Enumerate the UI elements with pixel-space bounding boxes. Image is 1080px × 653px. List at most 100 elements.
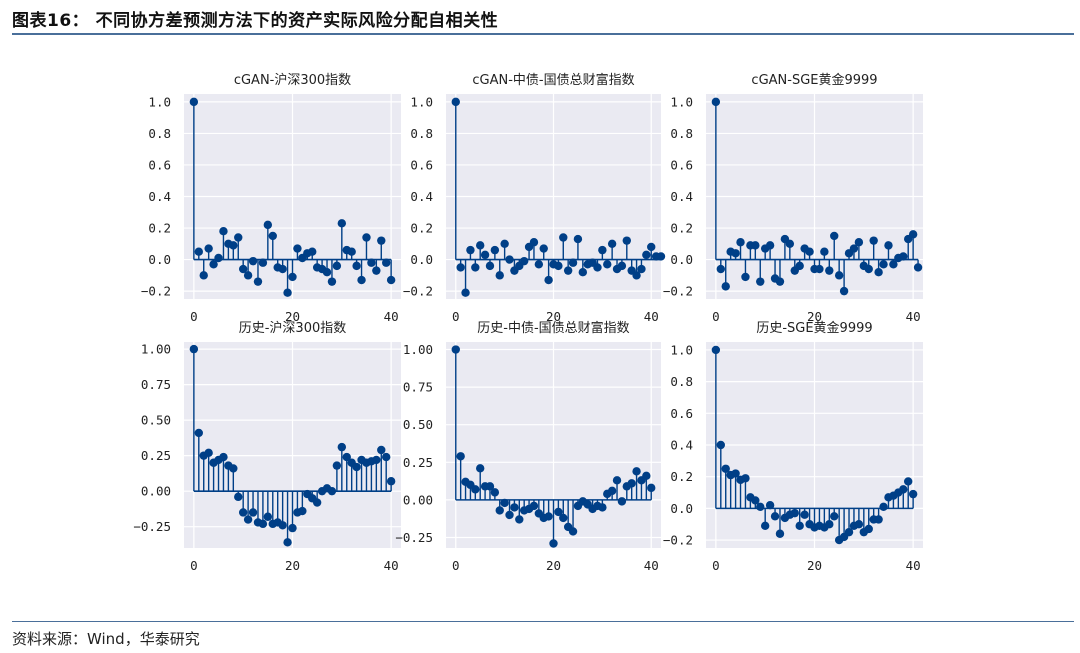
stem-marker bbox=[268, 231, 277, 241]
stem-marker bbox=[495, 506, 504, 515]
x-tick-label: 20 bbox=[807, 309, 822, 324]
y-tick-label: 0.0 bbox=[670, 501, 693, 516]
stem-marker bbox=[461, 288, 470, 297]
y-tick-label: 0.8 bbox=[410, 126, 433, 141]
stem-marker bbox=[500, 498, 509, 508]
y-tick-label: −0.2 bbox=[403, 284, 433, 299]
stem-marker bbox=[500, 239, 509, 249]
stem-marker bbox=[253, 277, 263, 286]
stem-marker bbox=[554, 261, 563, 271]
stem-marker bbox=[874, 515, 883, 524]
stem-marker bbox=[544, 275, 553, 285]
stem-marker bbox=[854, 520, 864, 529]
y-tick-label: 0.75 bbox=[403, 380, 433, 395]
y-tick-label: 0.2 bbox=[410, 221, 433, 236]
y-tick-label: 0.0 bbox=[148, 252, 171, 267]
stem-marker bbox=[372, 455, 381, 465]
y-tick-label: 0.25 bbox=[403, 455, 433, 470]
stem-marker bbox=[308, 247, 317, 256]
y-tick-label: 0.0 bbox=[670, 252, 693, 267]
y-tick-label: 0.50 bbox=[141, 413, 171, 428]
stem-marker bbox=[834, 271, 844, 280]
y-tick-label: 0.8 bbox=[670, 374, 693, 389]
stem-marker bbox=[342, 452, 351, 462]
stem-marker bbox=[711, 97, 721, 107]
stem-marker bbox=[544, 512, 553, 521]
stem-marker bbox=[563, 266, 573, 275]
subplot-title: cGAN-SGE黄金9999 bbox=[751, 72, 877, 88]
x-tick-label: 0 bbox=[452, 309, 460, 324]
stem-marker bbox=[194, 428, 203, 438]
stem-marker bbox=[352, 462, 361, 472]
stem-marker bbox=[505, 255, 514, 264]
stem-marker bbox=[471, 485, 480, 494]
stem-marker bbox=[288, 272, 297, 282]
stem-marker bbox=[884, 241, 893, 250]
stem-marker bbox=[598, 245, 607, 255]
x-tick-label: 0 bbox=[452, 558, 460, 573]
stem-chart-3: cGAN-SGE黄金9999 −0.2 0.0 0.2 0.4 0.6 0.8 1.0 0 20 4… bbox=[663, 72, 923, 324]
stem-marker bbox=[229, 464, 238, 473]
y-tick-label: 0.6 bbox=[410, 157, 433, 172]
figure-title: 图表16： 不同协方差预测方法下的资产实际风险分配自相关性 bbox=[12, 11, 499, 31]
stem-marker bbox=[219, 452, 228, 462]
y-tick-label: 0.00 bbox=[403, 492, 433, 507]
stem-marker bbox=[642, 250, 651, 260]
stem-marker bbox=[386, 275, 396, 285]
x-tick-label: 20 bbox=[285, 558, 300, 573]
x-tick-label: 40 bbox=[906, 558, 921, 573]
stem-marker bbox=[879, 502, 888, 511]
stem-marker bbox=[864, 524, 873, 534]
stem-marker bbox=[519, 256, 529, 266]
stem-marker bbox=[386, 477, 396, 486]
stem-marker bbox=[795, 521, 804, 531]
stem-marker bbox=[194, 247, 203, 256]
stem-marker bbox=[189, 344, 199, 354]
stem-marker bbox=[554, 507, 563, 517]
stem-marker bbox=[243, 515, 253, 524]
stem-marker bbox=[607, 239, 617, 249]
stem-marker bbox=[741, 272, 750, 282]
x-tick-label: 40 bbox=[906, 309, 921, 324]
top-rule bbox=[12, 33, 1074, 35]
stem-marker bbox=[357, 275, 366, 285]
stem-marker bbox=[647, 483, 656, 493]
stem-marker bbox=[637, 264, 646, 274]
y-tick-label: 0.50 bbox=[403, 417, 433, 432]
x-tick-label: 40 bbox=[644, 558, 659, 573]
stem-marker bbox=[825, 520, 834, 529]
stem-marker bbox=[765, 241, 775, 250]
y-tick-label: 0.2 bbox=[670, 221, 693, 236]
y-tick-label: 0.4 bbox=[670, 189, 693, 204]
stem-marker bbox=[377, 236, 386, 245]
stem-marker bbox=[529, 501, 539, 511]
stem-marker bbox=[258, 258, 268, 267]
x-tick-label: 20 bbox=[546, 309, 561, 324]
x-tick-label: 40 bbox=[644, 309, 659, 324]
y-tick-label: −0.25 bbox=[133, 519, 171, 534]
stem-marker bbox=[377, 445, 386, 455]
stem-marker bbox=[559, 233, 568, 242]
stem-marker bbox=[617, 261, 627, 271]
source-note: 资料来源：Wind，华泰研究 bbox=[12, 630, 200, 648]
stem-marker bbox=[656, 252, 666, 261]
stem-marker bbox=[869, 236, 878, 245]
stem-marker bbox=[204, 244, 213, 253]
stem-marker bbox=[612, 476, 622, 485]
stem-marker bbox=[815, 264, 824, 274]
stem-marker bbox=[642, 471, 651, 481]
stem-marker bbox=[785, 239, 795, 249]
stem-marker bbox=[278, 264, 287, 274]
stem-marker bbox=[731, 249, 740, 258]
y-tick-label: 1.00 bbox=[403, 342, 433, 357]
stem-chart-2: cGAN-中债-国债总财富指数 −0.2 0.0 0.2 0.4 0.6 0.8 1.0 0 20… bbox=[403, 72, 666, 324]
stem-marker bbox=[347, 247, 356, 256]
stem-marker bbox=[495, 271, 504, 280]
stem-marker bbox=[248, 508, 258, 517]
stem-marker bbox=[534, 260, 544, 269]
stem-marker bbox=[598, 503, 607, 512]
stem-marker bbox=[238, 508, 248, 517]
stem-marker bbox=[382, 258, 391, 267]
y-tick-label: 0.75 bbox=[141, 377, 171, 392]
